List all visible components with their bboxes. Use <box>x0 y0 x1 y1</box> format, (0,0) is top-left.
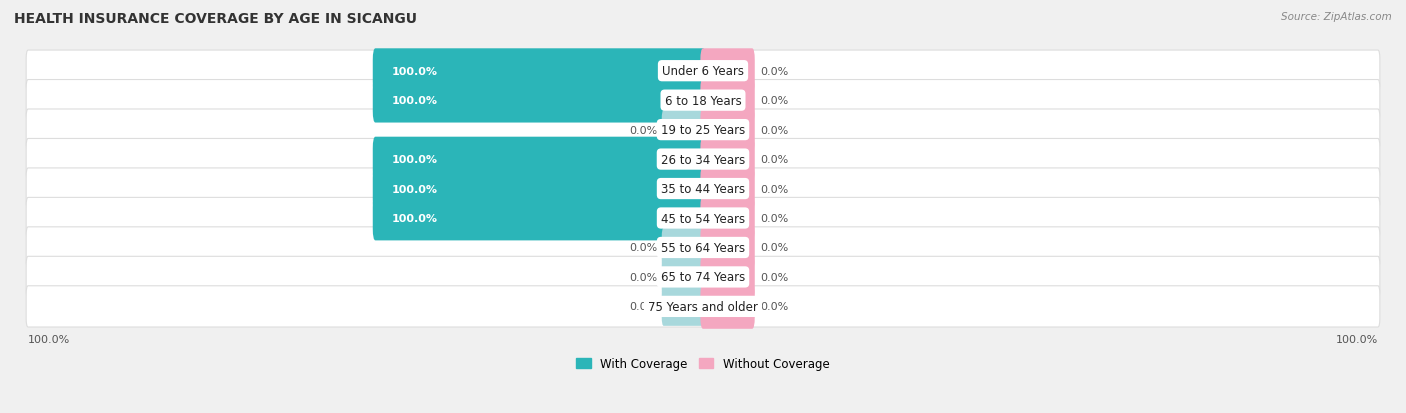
Text: 0.0%: 0.0% <box>761 155 789 165</box>
FancyBboxPatch shape <box>662 228 704 267</box>
FancyBboxPatch shape <box>700 49 755 94</box>
Text: 100.0%: 100.0% <box>392 155 437 165</box>
FancyBboxPatch shape <box>700 167 755 211</box>
FancyBboxPatch shape <box>27 139 1379 180</box>
FancyBboxPatch shape <box>27 198 1379 239</box>
Text: 0.0%: 0.0% <box>761 301 789 312</box>
Text: 26 to 34 Years: 26 to 34 Years <box>661 153 745 166</box>
Text: 100.0%: 100.0% <box>392 66 437 76</box>
FancyBboxPatch shape <box>700 196 755 241</box>
Text: 0.0%: 0.0% <box>761 272 789 282</box>
FancyBboxPatch shape <box>27 257 1379 298</box>
FancyBboxPatch shape <box>373 196 706 241</box>
Text: 0.0%: 0.0% <box>628 243 657 253</box>
FancyBboxPatch shape <box>700 284 755 329</box>
Text: 0.0%: 0.0% <box>761 214 789 223</box>
Text: 19 to 25 Years: 19 to 25 Years <box>661 124 745 137</box>
FancyBboxPatch shape <box>662 287 704 326</box>
FancyBboxPatch shape <box>373 167 706 211</box>
Text: 0.0%: 0.0% <box>761 125 789 135</box>
FancyBboxPatch shape <box>373 78 706 123</box>
Text: 100.0%: 100.0% <box>1336 335 1378 344</box>
Text: 6 to 18 Years: 6 to 18 Years <box>665 95 741 107</box>
Text: 75 Years and older: 75 Years and older <box>648 300 758 313</box>
Text: 65 to 74 Years: 65 to 74 Years <box>661 271 745 284</box>
Text: 100.0%: 100.0% <box>392 96 437 106</box>
FancyBboxPatch shape <box>700 78 755 123</box>
FancyBboxPatch shape <box>27 227 1379 268</box>
Legend: With Coverage, Without Coverage: With Coverage, Without Coverage <box>572 353 834 375</box>
Text: 0.0%: 0.0% <box>761 96 789 106</box>
FancyBboxPatch shape <box>700 108 755 153</box>
Text: 100.0%: 100.0% <box>392 214 437 223</box>
Text: 0.0%: 0.0% <box>761 66 789 76</box>
FancyBboxPatch shape <box>700 255 755 299</box>
FancyBboxPatch shape <box>373 49 706 94</box>
FancyBboxPatch shape <box>373 138 706 182</box>
Text: 0.0%: 0.0% <box>761 184 789 194</box>
FancyBboxPatch shape <box>27 51 1379 92</box>
FancyBboxPatch shape <box>700 225 755 270</box>
Text: Under 6 Years: Under 6 Years <box>662 65 744 78</box>
FancyBboxPatch shape <box>700 138 755 182</box>
FancyBboxPatch shape <box>27 169 1379 210</box>
Text: 0.0%: 0.0% <box>628 125 657 135</box>
Text: HEALTH INSURANCE COVERAGE BY AGE IN SICANGU: HEALTH INSURANCE COVERAGE BY AGE IN SICA… <box>14 12 418 26</box>
FancyBboxPatch shape <box>662 258 704 297</box>
Text: 45 to 54 Years: 45 to 54 Years <box>661 212 745 225</box>
Text: 100.0%: 100.0% <box>392 184 437 194</box>
Text: 35 to 44 Years: 35 to 44 Years <box>661 183 745 196</box>
Text: 0.0%: 0.0% <box>628 301 657 312</box>
Text: 55 to 64 Years: 55 to 64 Years <box>661 241 745 254</box>
FancyBboxPatch shape <box>27 110 1379 151</box>
Text: Source: ZipAtlas.com: Source: ZipAtlas.com <box>1281 12 1392 22</box>
FancyBboxPatch shape <box>27 81 1379 121</box>
Text: 0.0%: 0.0% <box>628 272 657 282</box>
FancyBboxPatch shape <box>662 111 704 150</box>
Text: 100.0%: 100.0% <box>28 335 70 344</box>
Text: 0.0%: 0.0% <box>761 243 789 253</box>
FancyBboxPatch shape <box>27 286 1379 327</box>
